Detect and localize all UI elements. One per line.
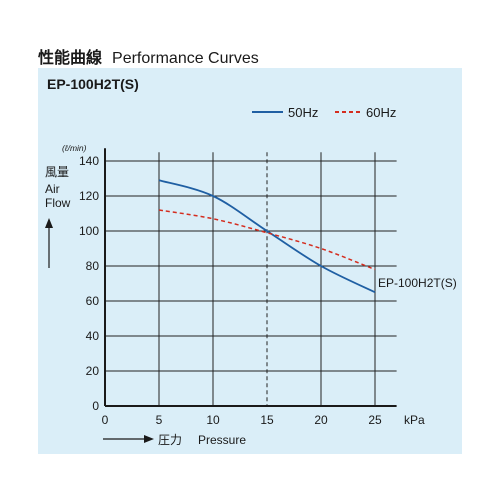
x-unit-label: kPa [404,413,425,427]
heading-title-en: Performance Curves [112,50,259,67]
series-line-60hz [158,209,376,271]
y-arrow-head [45,218,53,228]
y-tick-label: 40 [86,329,100,343]
y-unit-label: (ℓ/min) [62,143,87,153]
y-tick-label: 140 [79,154,99,168]
x-tick-label: 20 [314,413,328,427]
x-tick-label: 15 [260,413,274,427]
legend-label-50hz: 50Hz [288,105,318,120]
x-tick-label: 25 [368,413,382,427]
x-tick-label: 10 [206,413,220,427]
x-label-jp: 圧力 [158,433,182,447]
series-line-50hz [158,179,376,294]
x-tick-label: 5 [156,413,163,427]
x-tick-label: 0 [102,413,109,427]
y-tick-label: 0 [92,399,99,413]
y-label-en-air: Air [45,182,60,196]
y-label-jp: 風量 [45,165,69,179]
y-tick-label: 80 [86,259,100,273]
x-arrow-head [144,435,154,443]
y-tick-label: 60 [86,294,100,308]
y-tick-label: 100 [79,224,99,238]
y-label-en-flow: Flow [45,196,71,210]
y-tick-label: 20 [86,364,100,378]
model-name: EP-100H2T(S) [47,76,139,92]
x-label-en: Pressure [198,433,246,447]
y-tick-label: 120 [79,189,99,203]
chart-panel [38,68,462,454]
page-heading: 性能曲線 Performance Curves [38,44,259,68]
curve-label: EP-100H2T(S) [378,276,457,290]
heading-title-jp: 性能曲線 [38,48,103,67]
legend-label-60hz: 60Hz [366,105,396,120]
